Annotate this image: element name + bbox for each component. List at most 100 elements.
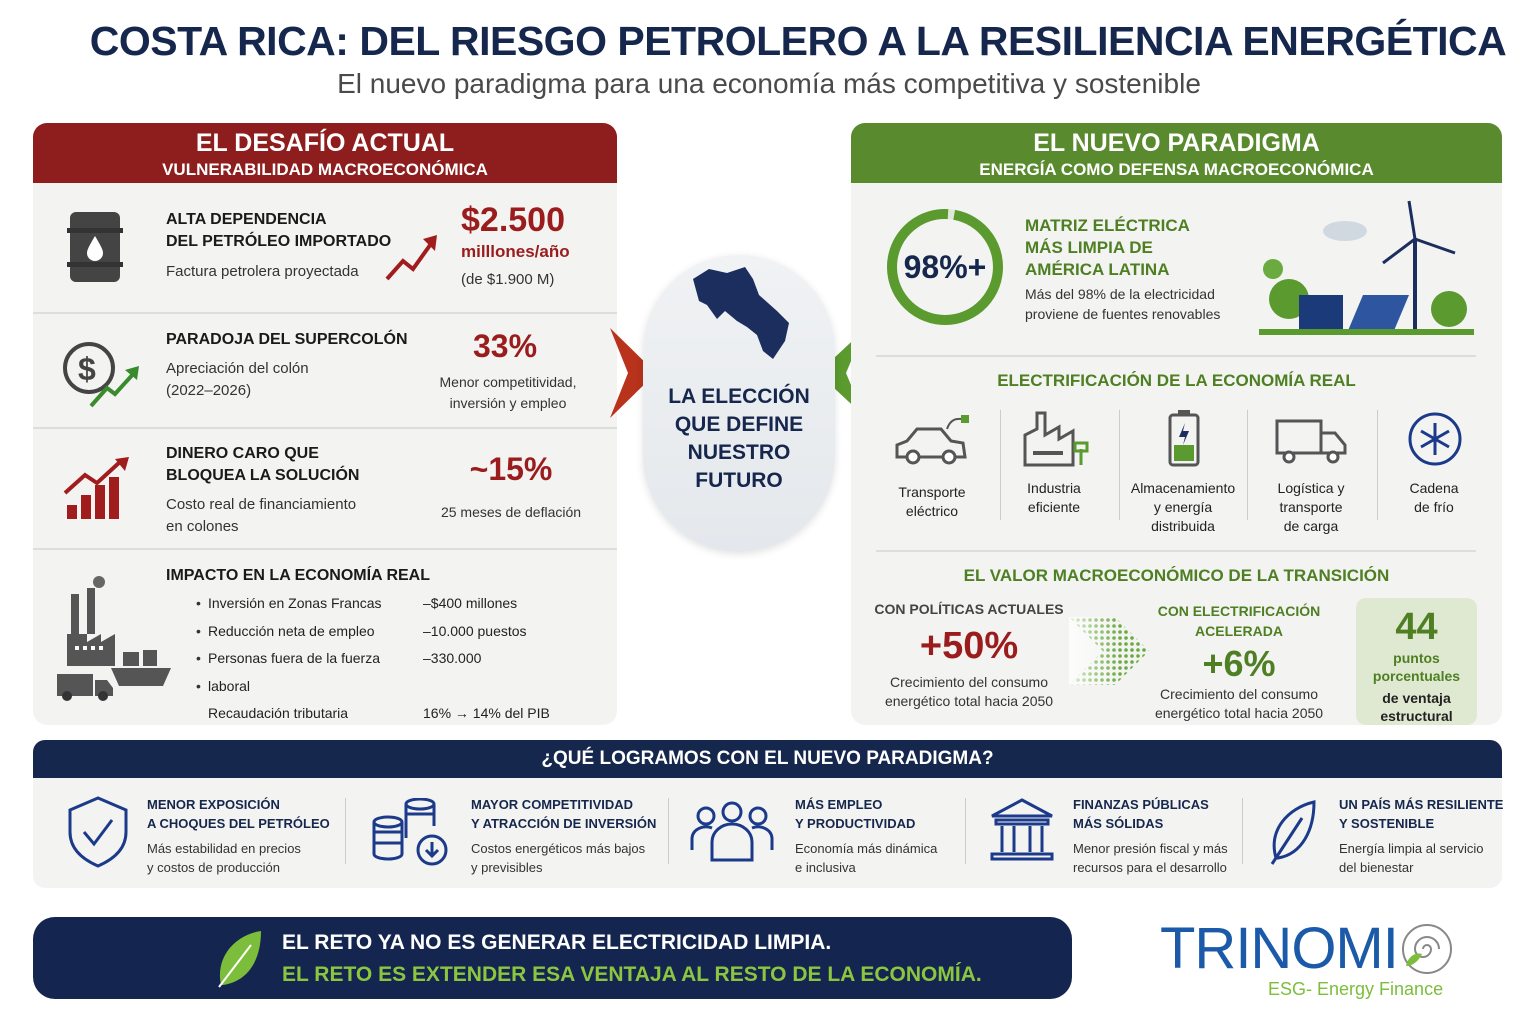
benefit-text: y costos de producción [147, 860, 280, 875]
impact-label: Recaudación tributaria [208, 705, 349, 721]
leaf-icon [218, 931, 261, 988]
divider [965, 798, 966, 864]
center-line: LA ELECCIÓN [668, 385, 810, 408]
costa-rica-map-icon [693, 267, 789, 359]
divider [1247, 410, 1248, 520]
footer-line-2: EL RETO ES EXTENDER ESA VENTAJA AL RESTO… [282, 963, 982, 986]
item-line: de frío [1414, 499, 1454, 515]
item-line: eléctrico [905, 503, 959, 519]
logo-tagline: ESG- Energy Finance [1268, 979, 1444, 999]
electrification-item-storage: Almacenamiento y energía distribuida [1123, 479, 1243, 536]
benefits-heading: ¿QUÉ LOGRAMOS CON EL NUEVO PARADIGMA? [33, 740, 1502, 778]
renewable-progress-ring [887, 209, 1003, 325]
matrix-heading-3: AMÉRICA LATINA [1025, 260, 1170, 279]
value-heading: EL VALOR MACROECONÓMICO DE LA TRANSICIÓN [963, 566, 1390, 585]
money-value: ~15% [469, 451, 553, 487]
center-line: FUTURO [695, 469, 783, 492]
divider [1242, 798, 1243, 864]
benefit-heading: MÁS SÓLIDAS [1073, 816, 1164, 831]
impact-label: Personas fuera de la fuerza laboral [208, 650, 380, 694]
bullets: • • • • [196, 595, 201, 694]
supercolon-heading: PARADOJA DEL SUPERCOLÓN [166, 331, 408, 348]
logo-spiral-icon [1402, 924, 1452, 974]
benefit-text: Economía más dinámica [795, 841, 938, 856]
impact-label: Reducción neta de empleo [208, 622, 375, 639]
trinomi-logo-text: TRINOMI [1160, 916, 1399, 981]
benefit-oil-shocks: MENOR EXPOSICIÓN A CHOQUES DEL PETRÓLEO Má… [147, 795, 330, 877]
page-subtitle: El nuevo paradigma para una economía más… [337, 68, 1201, 99]
matrix-text-2: proviene de fuentes renovables [1025, 306, 1221, 322]
bank-building-icon [990, 798, 1054, 861]
money-note: 25 meses de deflación [440, 504, 582, 520]
factory-ship-truck-icon [57, 576, 171, 701]
oil-text: Factura petrolera proyectada [166, 263, 359, 280]
coins-icon [372, 798, 448, 866]
challenge-subtitle: VULNERABILIDAD MACROECONÓMICA [162, 160, 488, 179]
impact-value: –330.000 [423, 650, 482, 666]
item-line: de carga [1283, 518, 1339, 534]
item-line: distribuida [1151, 518, 1215, 534]
money-text-1: Costo real de financiamiento [166, 496, 357, 513]
challenge-title: EL DESAFÍO ACTUAL [195, 129, 455, 157]
item-line: Transporte [898, 484, 966, 500]
impact-value: –10.000 puestos [423, 622, 527, 639]
advantage-line: estructural [1380, 708, 1453, 724]
benefit-text: Energía limpia al servicio [1339, 841, 1484, 856]
dotted-arrow-icon [1069, 617, 1149, 685]
electric-car-icon [895, 415, 969, 465]
impact-item: Inversión en Zonas Francas –$400 millones [208, 590, 550, 618]
challenge-panel: EL DESAFÍO ACTUAL VULNERABILIDAD MACROEC… [33, 123, 617, 725]
accelerated-label-2: ACELERADA [1195, 623, 1283, 639]
benefit-heading: Y ATRACCIÓN DE INVERSIÓN [471, 816, 657, 831]
oil-value: $2.500 [461, 201, 565, 239]
electrification-item-transport: Transporte eléctrico [872, 483, 992, 521]
accelerated-value: +6% [1202, 643, 1276, 684]
oil-unit: milllones/año [461, 242, 570, 261]
bar-chart-up-icon [63, 457, 129, 519]
current-policy-value: +50% [919, 625, 1019, 667]
trend-up-arrow-icon [385, 235, 437, 281]
oil-dependency-row: ALTA DEPENDENCIA DEL PETRÓLEO IMPORTADO … [33, 183, 617, 314]
benefit-text: recursos para el desarrollo [1073, 860, 1227, 875]
impact-item: Recaudación tributaria 16% → 14% del PIB [208, 700, 550, 725]
benefit-heading: MENOR EXPOSICIÓN [147, 797, 280, 812]
current-policy-label: CON POLÍTICAS ACTUALES [874, 601, 1064, 617]
benefit-employment: MÁS EMPLEO Y PRODUCTIVIDAD Economía más di… [795, 795, 937, 877]
benefit-text: e inclusiva [795, 860, 856, 875]
oil-barrel-icon [67, 212, 123, 282]
divider [668, 798, 669, 864]
supercolon-text-1: Apreciación del colón [166, 360, 309, 377]
accelerated-text-1: Crecimiento del consumo [1160, 686, 1318, 702]
benefit-heading: UN PAÍS MÁS RESILIENTE [1339, 797, 1504, 812]
page-title: COSTA RICA: DEL RIESGO PETROLERO A LA RE… [89, 18, 1507, 64]
benefit-heading: FINANZAS PÚBLICAS [1073, 797, 1209, 812]
divider [876, 355, 1476, 357]
red-arrow-icon [610, 328, 656, 418]
advantage-line: de ventaja [1382, 690, 1451, 706]
dollar-trend-icon: $ [63, 342, 139, 408]
benefit-text: Costos energéticos más bajos [471, 841, 646, 856]
impact-label: Inversión en Zonas Francas [208, 595, 382, 611]
benefit-heading: Y SOSTENIBLE [1339, 816, 1435, 831]
impact-heading: IMPACTO EN LA ECONOMÍA REAL [166, 567, 430, 584]
people-group-icon [690, 801, 774, 862]
benefit-text: Menor presión fiscal y más [1073, 841, 1228, 856]
oil-heading-1: ALTA DEPENDENCIA [166, 211, 327, 228]
electrification-item-cold-chain: Cadena de frío [1374, 479, 1494, 517]
item-line: transporte [1279, 499, 1343, 515]
benefit-public-finance: FINANZAS PÚBLICAS MÁS SÓLIDAS Menor presió… [1073, 795, 1228, 877]
oil-heading-2: DEL PETRÓLEO IMPORTADO [166, 233, 392, 250]
item-line: Cadena [1409, 480, 1459, 496]
footer-line-1: EL RETO YA NO ES GENERAR ELECTRICIDAD LI… [282, 931, 832, 954]
factory-icon [1023, 411, 1089, 467]
center-line: QUE DEFINE [674, 413, 804, 436]
divider [876, 550, 1476, 552]
structural-advantage-box: 44 puntos porcentuales de ventaja estruc… [1356, 598, 1477, 725]
money-heading-1: DINERO CARO QUE [166, 445, 319, 462]
item-line: Logística y [1277, 480, 1345, 496]
challenge-header: EL DESAFÍO ACTUAL VULNERABILIDAD MACROEC… [33, 123, 617, 183]
paradigm-subtitle: ENERGÍA COMO DEFENSA MACROECONÓMICA [979, 160, 1374, 179]
matrix-text-1: Más del 98% de la electricidad [1025, 286, 1215, 302]
snowflake-icon [1408, 412, 1462, 466]
money-heading-2: BLOQUEA LA SOLUCIÓN [166, 467, 360, 484]
